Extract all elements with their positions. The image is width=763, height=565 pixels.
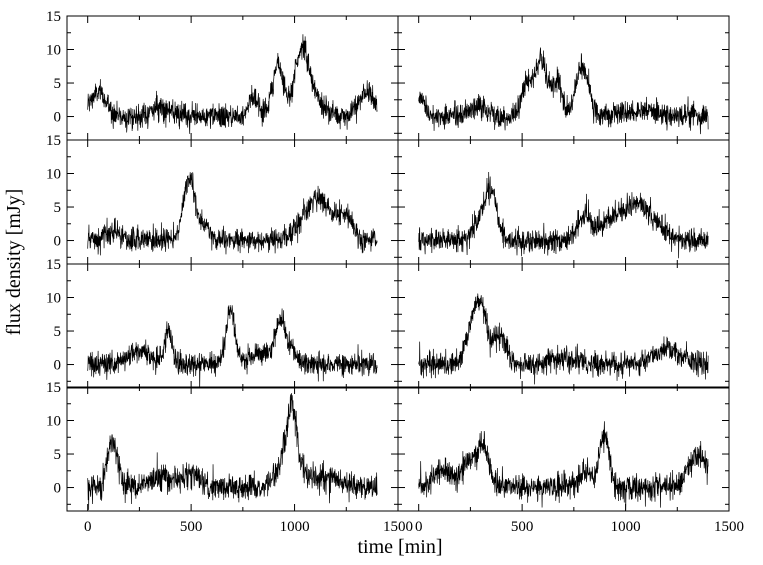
light-curve-series — [87, 172, 378, 256]
panel-frame — [397, 263, 730, 389]
panel-r0-c0: 0 5 10 15 — [46, 9, 399, 141]
x-tick-label: 500 — [511, 519, 534, 535]
panel-r2-c0: 0 5 10 15 — [46, 257, 399, 389]
y-tick-label: 5 — [54, 76, 62, 92]
panel-r3-c1: 0 500 1000 1500 — [397, 386, 744, 535]
y-tick-label: 15 — [46, 257, 61, 273]
y-tick-label: 15 — [46, 380, 61, 396]
x-tick-label: 500 — [180, 519, 203, 535]
y-tick-label: 5 — [54, 447, 62, 463]
y-axis-label: flux density [mJy] — [3, 189, 25, 336]
light-curve-series — [418, 172, 709, 259]
panel-frame — [66, 386, 399, 512]
y-tick-label: 0 — [54, 110, 62, 126]
panel-frame — [397, 386, 730, 512]
y-tick-label: 15 — [46, 133, 61, 149]
x-tick-label: 0 — [84, 519, 92, 535]
y-tick-label: 0 — [54, 234, 62, 250]
light-curve-series — [418, 293, 709, 385]
x-tick-label: 1000 — [611, 519, 641, 535]
panel-r2-c1 — [397, 263, 730, 389]
light-curve-series — [87, 34, 378, 134]
y-tick-label: 10 — [46, 291, 61, 307]
panel-r1-c0: 0 5 10 15 — [46, 133, 399, 265]
light-curve-series — [418, 47, 709, 135]
x-axis-label: time [min] — [358, 536, 443, 558]
light-curve-series — [87, 393, 378, 510]
y-tick-label: 0 — [54, 481, 62, 497]
x-tick-label: 1000 — [280, 519, 310, 535]
y-tick-label: 10 — [46, 167, 61, 183]
panel-r1-c1 — [397, 139, 730, 265]
panel-r0-c1 — [397, 15, 730, 141]
panel-frame — [66, 139, 399, 265]
y-tick-label: 10 — [46, 43, 61, 59]
light-curve-series — [418, 421, 709, 511]
x-tick-label: 0 — [415, 519, 423, 535]
x-tick-label: 1500 — [714, 519, 744, 535]
x-tick-label: 1500 — [383, 519, 413, 535]
y-tick-label: 5 — [54, 200, 62, 216]
y-tick-label: 5 — [54, 324, 62, 340]
y-tick-label: 10 — [46, 414, 61, 430]
light-curve-series — [87, 305, 378, 388]
panel-r3-c0: 0 5 10 15 0 500 1000 1500 — [46, 380, 413, 535]
y-tick-label: 0 — [54, 358, 62, 374]
y-tick-label: 15 — [46, 9, 61, 25]
